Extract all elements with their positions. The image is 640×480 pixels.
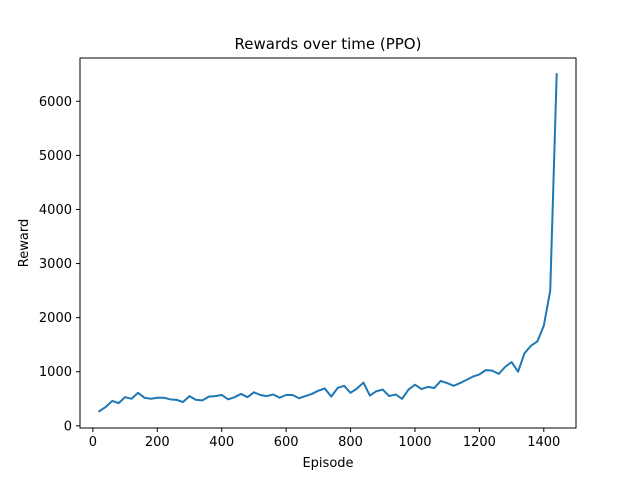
x-tick-label: 1400 <box>527 435 560 450</box>
series-line <box>97 73 558 413</box>
y-axis-ticks: 0 1000 2000 3000 4000 5000 6000 <box>39 95 80 434</box>
y-tick-label: 6000 <box>39 95 72 110</box>
y-tick-label: 3000 <box>39 257 72 272</box>
y-tick-label: 4000 <box>39 203 72 218</box>
x-tick-label: 1200 <box>463 435 496 450</box>
x-tick-label: 600 <box>274 435 299 450</box>
x-tick-label: 200 <box>145 435 170 450</box>
y-axis-label: Reward <box>17 219 32 267</box>
y-tick-label: 5000 <box>39 149 72 164</box>
x-axis-ticks: 0 200 400 600 800 1000 1200 1400 <box>89 428 560 450</box>
chart-title: Rewards over time (PPO) <box>235 35 422 53</box>
x-tick-label: 400 <box>209 435 234 450</box>
series-layer <box>97 73 558 413</box>
x-tick-label: 1000 <box>398 435 431 450</box>
x-tick-label: 0 <box>89 435 97 450</box>
x-tick-label: 800 <box>338 435 363 450</box>
y-tick-label: 2000 <box>39 311 72 326</box>
x-axis-label: Episode <box>302 456 353 471</box>
plot-area-frame <box>79 57 577 429</box>
y-tick-label: 0 <box>64 419 72 434</box>
y-tick-label: 1000 <box>39 365 72 380</box>
